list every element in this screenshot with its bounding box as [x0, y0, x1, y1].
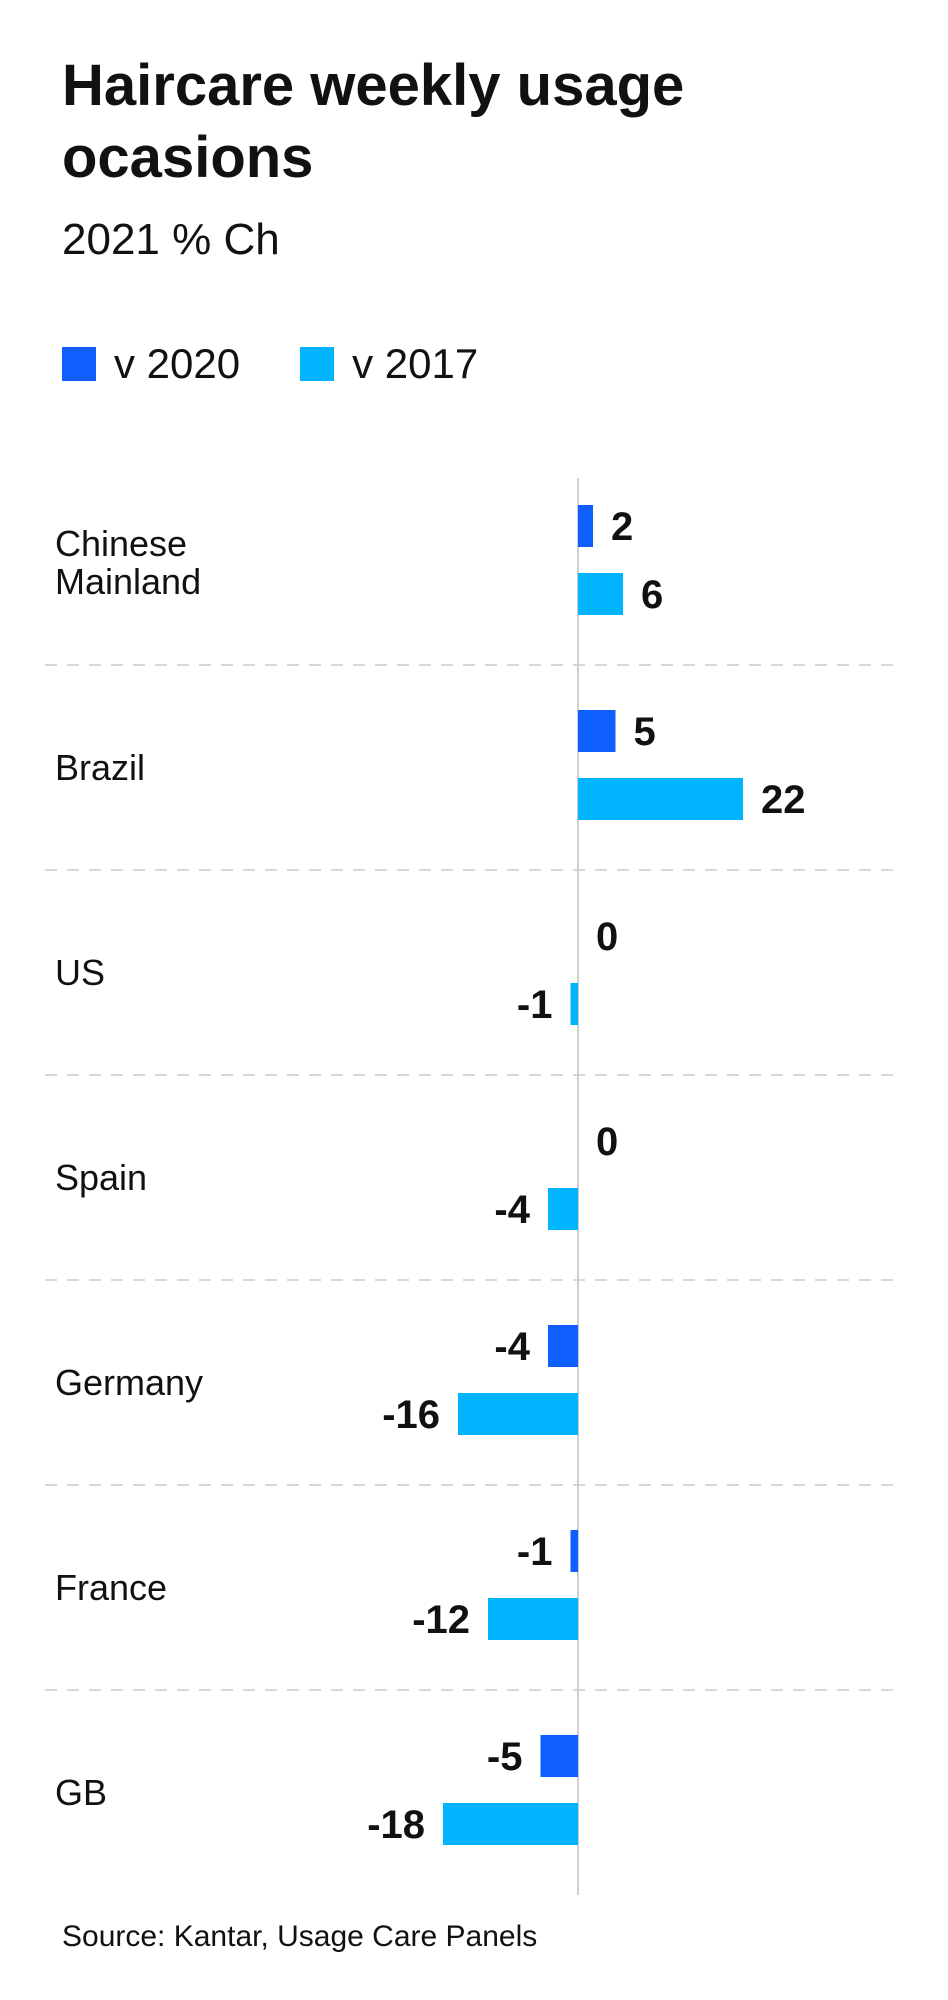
category-label-brazil: Brazil: [55, 747, 145, 788]
bar-gb-v2020: [540, 1735, 578, 1777]
chart-subtitle: 2021 % Ch: [62, 215, 280, 264]
legend-label-v2017: v 2017: [352, 340, 479, 387]
bar-gb-v2017: [443, 1803, 578, 1845]
bar-chinese-mainland-v2020: [578, 505, 593, 547]
data-label-germany-v2020: -4: [494, 1325, 530, 1369]
legend-swatch-v2020: [62, 347, 96, 381]
bar-france-v2017: [488, 1598, 578, 1640]
category-label-chinese-mainland: Mainland: [55, 561, 201, 602]
data-label-spain-v2017: -4: [494, 1188, 530, 1232]
data-label-brazil-v2020: 5: [634, 710, 656, 754]
legend-label-v2020: v 2020: [114, 340, 241, 387]
bar-spain-v2017: [548, 1188, 578, 1230]
bar-brazil-v2020: [578, 710, 616, 752]
legend-swatch-v2017: [300, 347, 335, 381]
data-label-chinese-mainland-v2020: 2: [611, 505, 633, 549]
data-label-us-v2017: -1: [517, 983, 553, 1027]
data-label-chinese-mainland-v2017: 6: [641, 573, 663, 617]
data-label-germany-v2017: -16: [382, 1393, 440, 1437]
bar-germany-v2017: [458, 1393, 578, 1435]
legend-item-v2017: v 2017: [300, 340, 478, 388]
category-label-us: US: [55, 952, 105, 993]
legend: v 2020 v 2017: [62, 340, 538, 388]
bar-germany-v2020: [548, 1325, 578, 1367]
data-label-brazil-v2017: 22: [761, 778, 806, 822]
chart-title: Haircare weekly usage ocasions: [62, 53, 685, 190]
bar-brazil-v2017: [578, 778, 743, 820]
data-label-gb-v2017: -18: [367, 1803, 425, 1847]
category-label-gb: GB: [55, 1772, 107, 1813]
data-label-gb-v2020: -5: [487, 1735, 523, 1779]
bar-france-v2020: [570, 1530, 578, 1572]
category-label-spain: Spain: [55, 1157, 147, 1198]
source-note: Source: Kantar, Usage Care Panels: [62, 1920, 538, 1953]
legend-item-v2020: v 2020: [62, 340, 240, 388]
category-label-germany: Germany: [55, 1362, 203, 1403]
bar-chinese-mainland-v2017: [578, 573, 623, 615]
data-label-spain-v2020: 0: [596, 1120, 618, 1164]
data-label-france-v2017: -12: [412, 1598, 470, 1642]
bar-us-v2017: [570, 983, 578, 1025]
category-label-chinese-mainland: Chinese: [55, 523, 187, 564]
category-label-france: France: [55, 1567, 167, 1608]
data-label-us-v2020: 0: [596, 915, 618, 959]
data-label-france-v2020: -1: [517, 1530, 553, 1574]
